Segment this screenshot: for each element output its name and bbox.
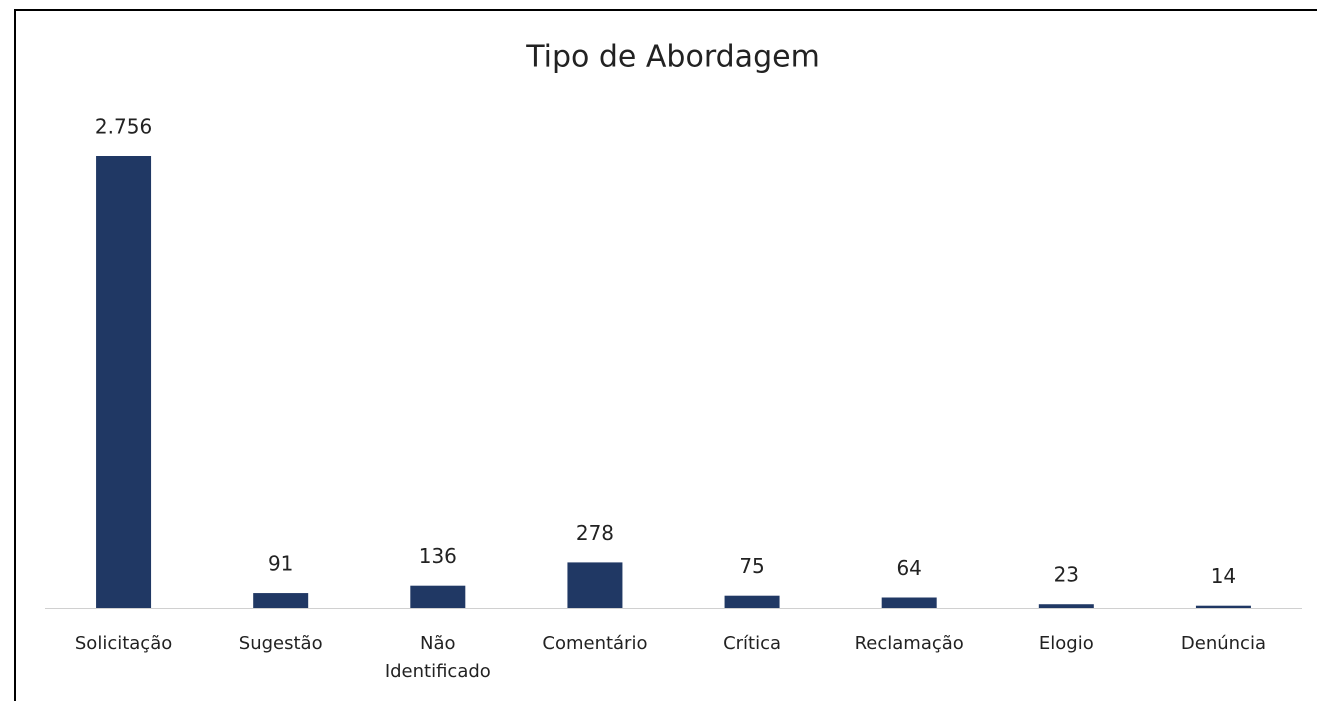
x-tick-label: Sugestão bbox=[238, 633, 323, 654]
data-label: 278 bbox=[576, 521, 614, 545]
bar bbox=[96, 156, 152, 608]
data-label: 136 bbox=[419, 544, 457, 568]
x-tick-label: Solicitação bbox=[74, 633, 173, 654]
bar bbox=[1195, 605, 1251, 608]
data-label: 91 bbox=[268, 552, 293, 576]
bar bbox=[1038, 604, 1094, 608]
x-tick-label: Comentário bbox=[542, 633, 648, 654]
x-tick-label: Denúncia bbox=[1180, 633, 1266, 654]
bar bbox=[410, 585, 466, 608]
data-label: 2.756 bbox=[95, 115, 152, 139]
bar bbox=[567, 562, 623, 608]
data-label: 23 bbox=[1054, 563, 1079, 587]
data-label: 75 bbox=[739, 554, 764, 578]
chart-frame bbox=[14, 9, 1317, 701]
x-tick-label: Não Identificado bbox=[384, 633, 491, 682]
x-tick-label: Crítica bbox=[723, 633, 782, 654]
data-label: 14 bbox=[1211, 564, 1236, 588]
bar bbox=[881, 597, 937, 608]
chart-title: Tipo de Abordagem bbox=[525, 40, 820, 75]
bar bbox=[724, 595, 780, 608]
x-tick-label: Elogio bbox=[1038, 633, 1094, 654]
x-tick-label: Reclamação bbox=[854, 633, 964, 654]
data-label: 64 bbox=[896, 556, 921, 580]
bar bbox=[253, 593, 309, 608]
